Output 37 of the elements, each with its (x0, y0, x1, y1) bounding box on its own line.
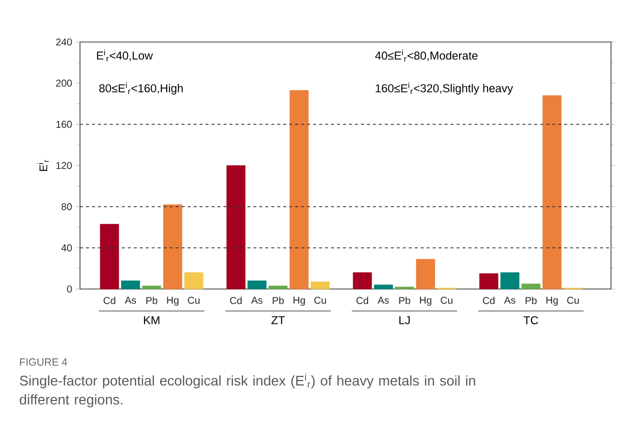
x-tick-label: Cd (230, 296, 242, 304)
x-tick-label: Hg (167, 296, 178, 306)
x-tick-label: Hg (294, 296, 305, 306)
y-tick-label: 200 (56, 80, 72, 87)
x-tick-label: Cu (314, 296, 326, 304)
caption: FIGURE 4 (20, 358, 68, 366)
x-tick-label: Pb (399, 296, 410, 304)
y-tick-label: 240 (56, 38, 72, 46)
x-tick-label: Pb (146, 296, 158, 304)
x-tick-label: As (251, 296, 262, 304)
text: ZT (271, 316, 285, 324)
x-tick-label: Cd (104, 296, 116, 304)
annotation: 160≤E$^{i}$$_{r}$<320,Slightly heavy (376, 82, 514, 95)
annotation: 40≤E$^{i}$$_{r}$<80,Moderate (375, 49, 478, 62)
x-tick-label: Pb (526, 296, 537, 304)
y-tick-label: 80 (62, 203, 72, 210)
x-tick-label: Cu (567, 296, 579, 304)
x-tick-label: Hg (546, 296, 558, 306)
x-tick-label: Pb (272, 296, 284, 304)
x-tick-label: Cu (440, 296, 452, 304)
x-tick-label: As (378, 296, 389, 304)
annotation: E$^{i}$$_{r}$<40,Low (97, 49, 153, 62)
annotation: 80≤E$^{i}$$_{r}$<160,High (99, 82, 183, 95)
text: Single-factor potential ecological risk index (E$^{i}$$_{r}$) of heavy metals in soil in different regions. (20, 373, 476, 408)
x-tick-label: Cd (482, 296, 495, 304)
x-tick-label: Cd (356, 296, 368, 304)
y-tick-label: 160 (56, 120, 72, 128)
text: KM (144, 316, 160, 324)
y-tick-label: 120 (56, 162, 72, 170)
x-tick-label: As (124, 296, 136, 304)
x-tick-label: As (504, 296, 516, 304)
text: TC (524, 316, 538, 324)
x-tick-label: Hg (420, 296, 432, 306)
text: LJ (399, 316, 410, 324)
y-tick-label: 40 (61, 244, 72, 252)
x-tick-label: Cu (188, 296, 200, 304)
y-tick-label: 0 (67, 285, 72, 293)
